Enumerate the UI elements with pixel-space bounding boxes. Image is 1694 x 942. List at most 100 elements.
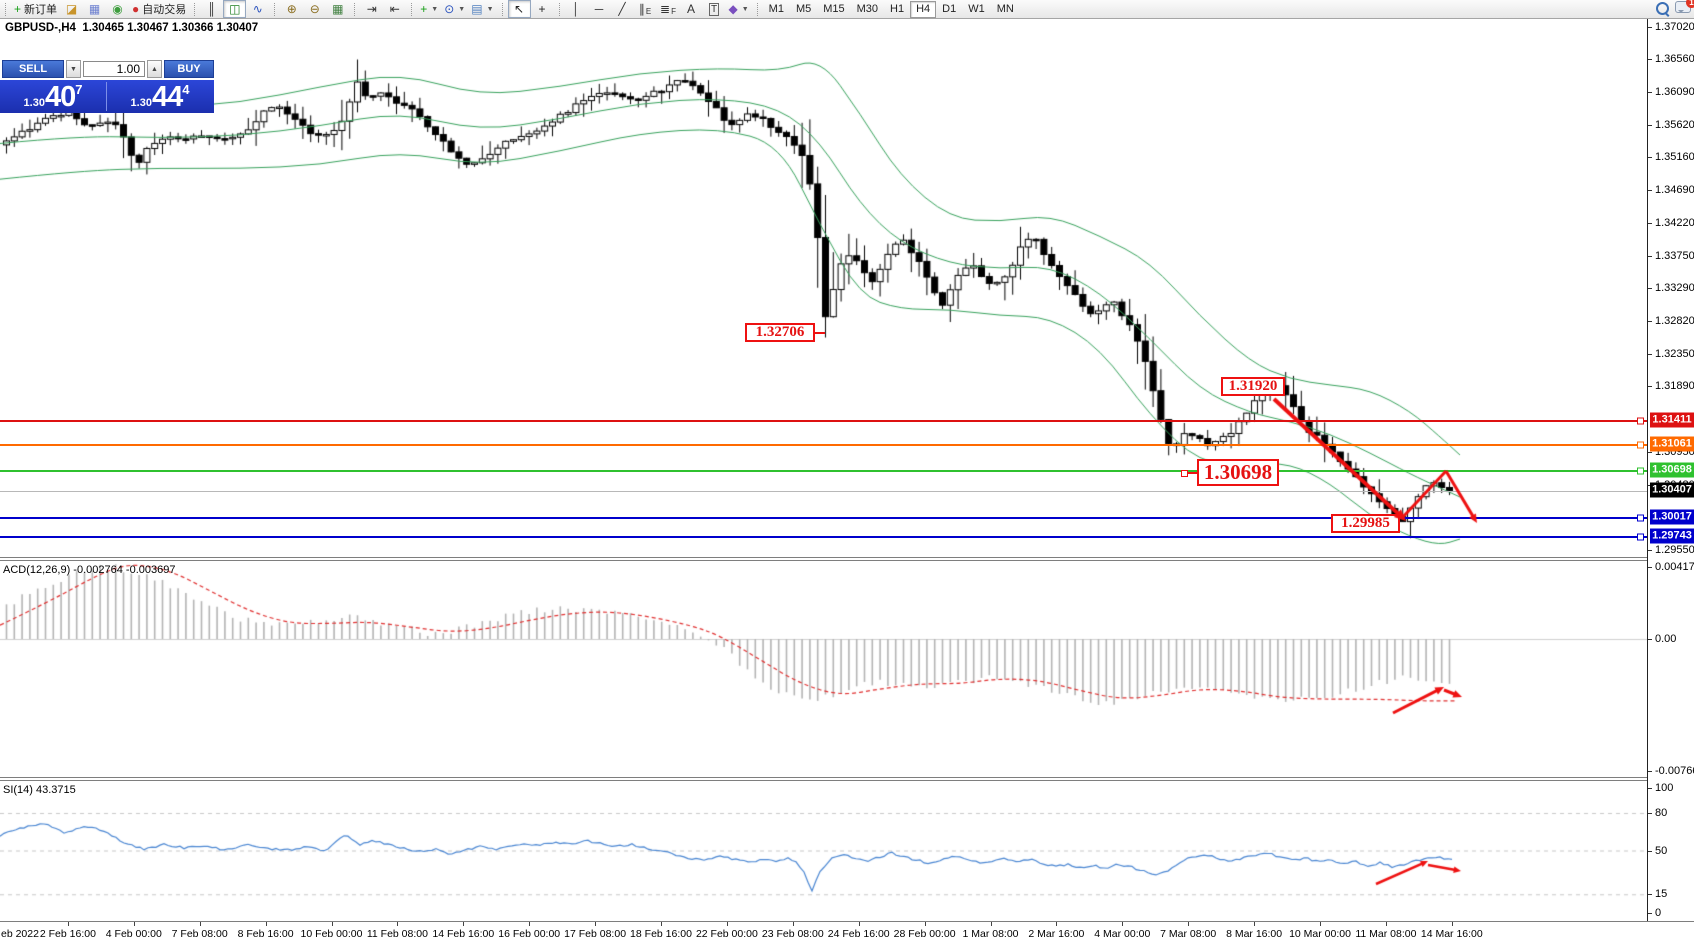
- toolbar-separator: [354, 2, 356, 16]
- time-label: 23 Feb 08:00: [761, 928, 824, 940]
- rsi-level-label: 15: [1655, 888, 1668, 901]
- trendline-icon-glyph: ╱: [618, 2, 626, 16]
- price-label-1-29985[interactable]: 1.29985: [1331, 514, 1400, 533]
- templates-button[interactable]: ▤ ▼: [468, 0, 496, 18]
- equidistant-channel-icon[interactable]: ∥ E: [634, 0, 657, 18]
- arrows-tool-icon[interactable]: ◆ ▼: [726, 0, 752, 18]
- timeframe-m5[interactable]: M5: [795, 3, 812, 15]
- macd-label: ACD(12,26,9) -0.002764 -0.003697: [3, 564, 176, 576]
- hline-1-30698[interactable]: [0, 469, 1647, 472]
- chart-shift-icon-glyph: ⇤: [389, 2, 400, 16]
- hline-1-29743-handle[interactable]: [1637, 533, 1644, 541]
- timeframe-m30[interactable]: M30: [856, 3, 879, 15]
- fibonacci-icon[interactable]: ≣ F: [657, 0, 680, 18]
- price-label-1-32706-leader: [815, 331, 825, 334]
- auto-scroll-icon[interactable]: ⇥: [360, 0, 383, 18]
- time-tick-mark: [924, 922, 926, 926]
- indicators-button[interactable]: + ▼: [417, 0, 441, 18]
- hline-1-31061-handle[interactable]: [1637, 441, 1644, 449]
- time-tick-mark: [661, 922, 662, 926]
- zoom-out-icon[interactable]: ⊖: [303, 0, 326, 18]
- price-label-1-30698-anchor: [1181, 469, 1188, 477]
- price-label-1-30698-leader: [1187, 471, 1197, 474]
- time-tick-mark: [1254, 922, 1256, 926]
- tile-windows-icon-glyph: ▦: [332, 2, 344, 16]
- timeframe-m1[interactable]: M1: [768, 3, 784, 15]
- crosshair-icon[interactable]: +: [531, 0, 554, 18]
- hline-1-31061[interactable]: [0, 444, 1647, 447]
- text-label-icon[interactable]: T: [703, 0, 726, 18]
- notification-badge: 1: [1686, 0, 1694, 8]
- new-order-button[interactable]: + 新订单: [11, 0, 60, 18]
- price-tick-label: 1.36090: [1655, 86, 1694, 99]
- price-tick-mark: [1648, 157, 1652, 159]
- pane-separator-macd[interactable]: [0, 557, 1694, 561]
- macd-tick-mark: [1648, 567, 1652, 569]
- horizontal-line-icon[interactable]: ─: [588, 0, 611, 18]
- sell-price[interactable]: 1.30 40 7: [0, 80, 106, 113]
- chart-window-icon[interactable]: ◪: [60, 0, 83, 18]
- timeframe-m15[interactable]: M15: [823, 3, 845, 15]
- time-axis[interactable]: eb 2022 2 Feb 16:00 4 Feb 00:00 7 Feb 08:00…: [0, 922, 1694, 942]
- volume-increase-button[interactable]: ▲: [147, 60, 162, 78]
- timeframe-h4[interactable]: H4: [910, 0, 937, 18]
- price-label-1-31920[interactable]: 1.31920: [1221, 377, 1285, 396]
- candlestick-chart-icon[interactable]: ◫: [223, 0, 247, 18]
- hline-1-30698-handle[interactable]: [1637, 467, 1644, 475]
- dropdown-caret-icon: ▼: [458, 5, 466, 13]
- terminal-icon[interactable]: ▦: [83, 0, 106, 18]
- search-icon[interactable]: [1656, 2, 1669, 15]
- buy-price[interactable]: 1.30 44 4: [107, 80, 213, 113]
- price-chart-canvas[interactable]: [0, 19, 1647, 558]
- equidistant-channel-icon-glyph: ∥: [638, 2, 645, 16]
- buy-button[interactable]: BUY: [164, 60, 214, 78]
- volume-decrease-button[interactable]: ▼: [66, 60, 81, 78]
- tile-windows-icon[interactable]: ▦: [326, 0, 349, 18]
- price-tick-mark: [1648, 386, 1652, 388]
- time-label: eb 2022: [1, 928, 39, 940]
- time-tick-mark: [726, 922, 728, 926]
- price-axis[interactable]: 1.37020 1.36560 1.36090 1.35620 1.35160 1.346…: [1647, 18, 1694, 921]
- price-tick-label: 1.35160: [1655, 151, 1694, 164]
- price-label-1-32706[interactable]: 1.32706: [745, 323, 815, 342]
- price-tick-label: 1.32350: [1655, 347, 1694, 360]
- time-label: 7 Feb 08:00: [171, 928, 228, 940]
- notifications-button[interactable]: 1: [1675, 0, 1694, 16]
- pane-separator-rsi[interactable]: [0, 777, 1694, 781]
- hline-1-29743[interactable]: [0, 536, 1647, 539]
- hline-1-30017-handle[interactable]: [1637, 514, 1644, 522]
- price-tick-mark: [1648, 321, 1652, 322]
- time-tick-mark: [463, 922, 465, 926]
- vertical-line-icon[interactable]: │: [565, 0, 588, 18]
- hline-1-31411[interactable]: [0, 419, 1647, 422]
- hline-1-29743-price-chip: 1.29743: [1650, 528, 1694, 544]
- timeframe-h1[interactable]: H1: [890, 3, 905, 15]
- rsi-canvas[interactable]: [0, 781, 1647, 921]
- line-chart-icon[interactable]: ∿: [246, 0, 269, 18]
- trendline-icon[interactable]: ╱: [611, 0, 634, 18]
- macd-canvas[interactable]: [0, 561, 1647, 777]
- volume-input[interactable]: [83, 61, 145, 77]
- autotrading-button[interactable]: ● 自动交易: [129, 0, 189, 18]
- text-icon[interactable]: A: [680, 0, 703, 18]
- auto-scroll-icon-glyph: ⇥: [366, 2, 377, 16]
- timeframe-mn[interactable]: MN: [996, 3, 1014, 15]
- cursor-icon[interactable]: ↖: [507, 0, 531, 18]
- price-tick-mark: [1648, 59, 1652, 61]
- hline-1-31411-handle[interactable]: [1637, 417, 1644, 425]
- hline-1-30017-price-chip: 1.30017: [1650, 509, 1694, 525]
- zoom-out-icon-glyph: ⊖: [309, 2, 320, 16]
- toolbar-separator: [194, 2, 196, 16]
- timeframe-d1[interactable]: D1: [942, 3, 957, 15]
- chart-shift-icon[interactable]: ⇤: [383, 0, 406, 18]
- toolbar-right: 1: [1656, 0, 1694, 16]
- periods-button[interactable]: ⊙ ▼: [441, 0, 468, 18]
- bar-chart-icon[interactable]: ║: [200, 0, 223, 18]
- price-label-1-30698[interactable]: 1.30698: [1197, 459, 1279, 486]
- price-tick-label: 1.35620: [1655, 119, 1694, 131]
- timeframe-w1[interactable]: W1: [968, 3, 985, 15]
- timeframe-bar: M1 M5 M15 M30 H1 H4 D1 W1 MN: [763, 0, 1020, 18]
- sell-button[interactable]: SELL: [2, 60, 64, 78]
- zoom-in-icon[interactable]: ⊕: [280, 0, 303, 18]
- signals-icon[interactable]: ◉: [106, 0, 129, 18]
